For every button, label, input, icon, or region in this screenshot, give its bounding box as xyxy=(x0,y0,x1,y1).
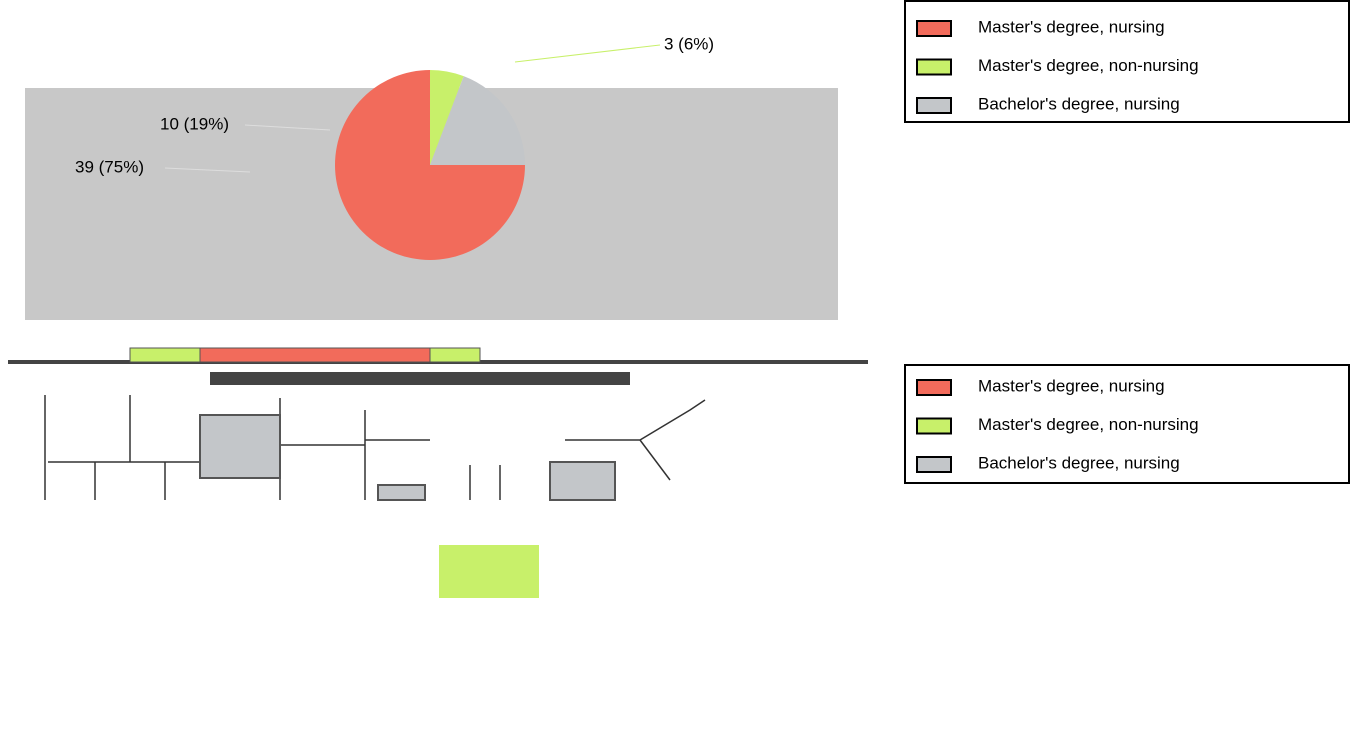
legend: Master's degree, nursing Master's degree,… xyxy=(904,0,1350,123)
legend: Master's degree, nursing Master's degree,… xyxy=(904,364,1350,484)
pie-label: 10 (19%) xyxy=(160,114,229,133)
legend-swatch xyxy=(916,20,952,37)
pie xyxy=(335,70,525,260)
legend-swatch xyxy=(916,58,952,76)
legend-label: Master's degree, nursing xyxy=(978,17,1165,36)
leader-line xyxy=(164,167,251,173)
legend-label: Master's degree, nursing xyxy=(978,376,1165,395)
map-band xyxy=(210,372,630,385)
legend-swatch xyxy=(916,456,952,473)
legend-label: Master's degree, non-nursing xyxy=(978,415,1199,434)
legend-label: Master's degree, non-nursing xyxy=(978,56,1199,75)
legend-box xyxy=(904,0,1350,123)
state xyxy=(549,461,616,501)
map xyxy=(8,347,868,598)
leader-line xyxy=(244,124,331,131)
legend-box xyxy=(904,364,1350,484)
legend-label: Bachelor's degree, nursing xyxy=(978,94,1180,113)
state xyxy=(377,484,426,501)
legend-swatch xyxy=(916,97,952,114)
legend-items: Master's degree, nursing Master's degree,… xyxy=(916,17,1199,114)
pie-label: 39 (75%) xyxy=(75,157,144,176)
pie-slice xyxy=(430,70,464,165)
pie-label: 3 (6%) xyxy=(664,34,714,53)
legend-swatch xyxy=(916,417,952,435)
state xyxy=(129,347,201,363)
state xyxy=(429,347,481,363)
legend-label: Bachelor's degree, nursing xyxy=(978,453,1180,472)
leader-line xyxy=(514,44,661,63)
state xyxy=(439,545,539,598)
legend-swatch xyxy=(916,379,952,396)
state xyxy=(199,414,281,479)
pie-slice xyxy=(430,76,525,165)
state xyxy=(199,347,431,363)
legend-items: Master's degree, nursing Master's degree,… xyxy=(916,376,1199,473)
map-panel xyxy=(8,385,868,500)
